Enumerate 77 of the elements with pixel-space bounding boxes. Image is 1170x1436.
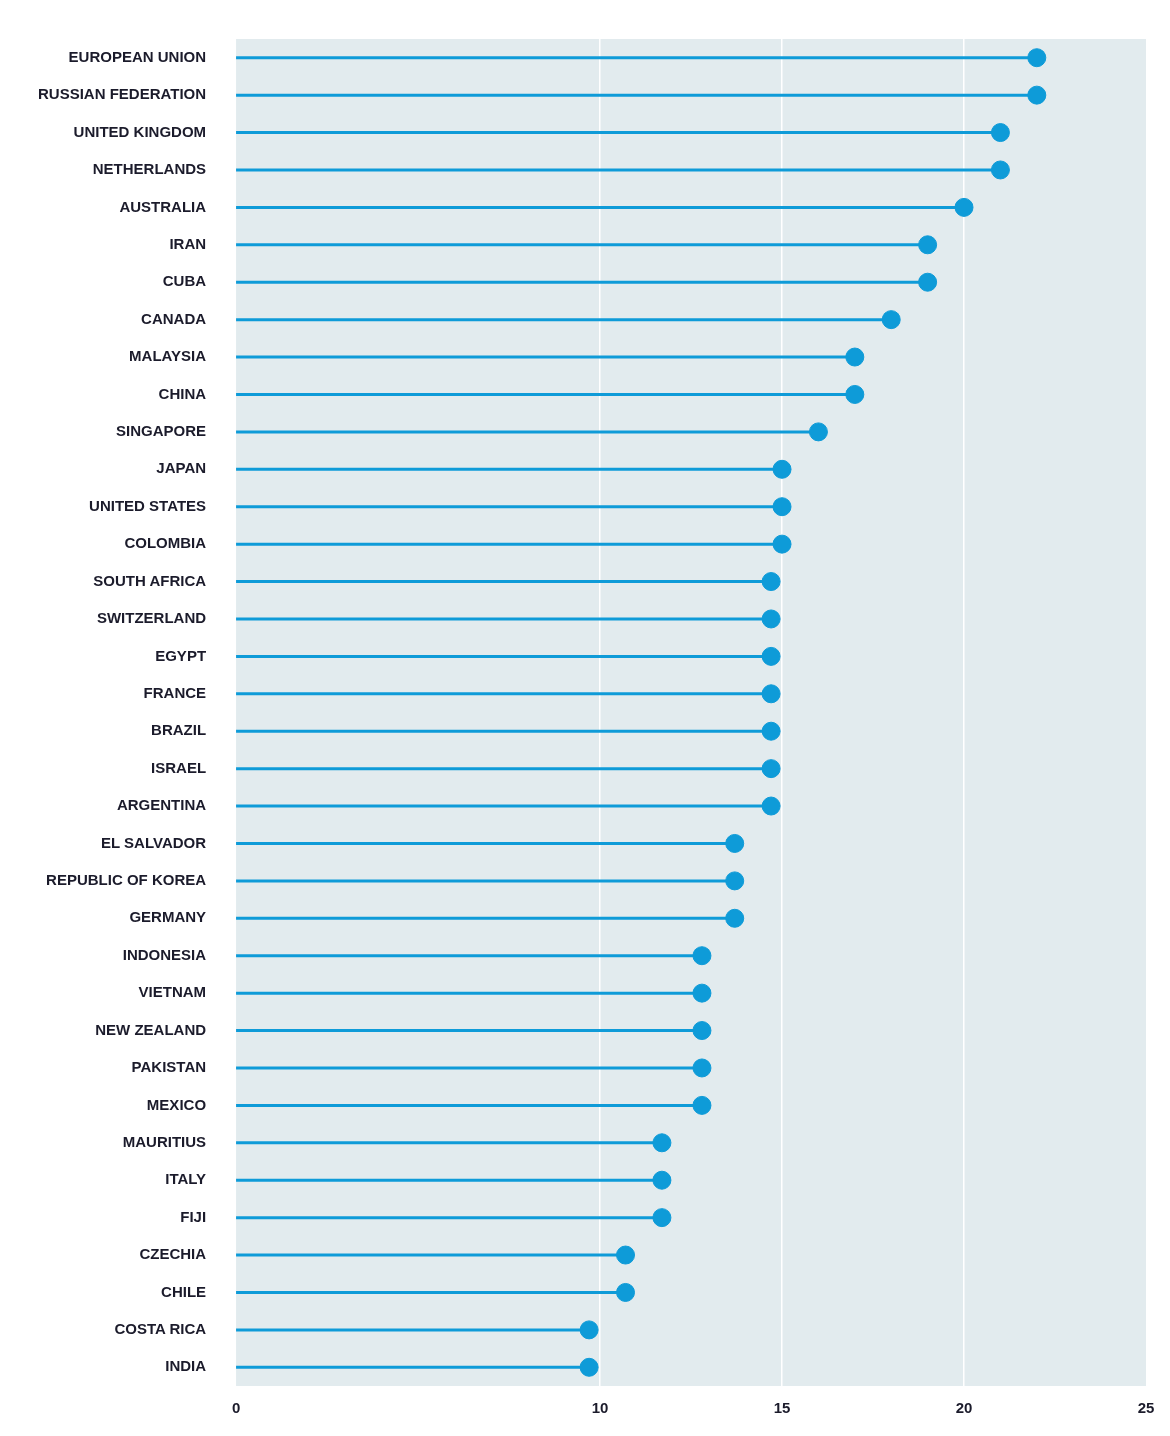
- y-tick-label: PAKISTAN: [131, 1058, 207, 1076]
- y-tick-label: ISRAEL: [151, 758, 207, 776]
- point: [845, 384, 865, 404]
- point: [990, 160, 1010, 180]
- y-tick-label: FIJI: [180, 1207, 207, 1225]
- y-tick-label: EGYPT: [155, 646, 207, 664]
- y-tick-label: INDIA: [165, 1357, 207, 1375]
- point: [579, 1357, 599, 1377]
- y-tick-label: MALAYSIA: [129, 347, 207, 365]
- point: [761, 796, 781, 816]
- y-tick-label: SINGAPORE: [116, 422, 207, 440]
- y-tick-label: RUSSIAN FEDERATION: [38, 85, 207, 103]
- point: [761, 646, 781, 666]
- x-tick-label: 10: [591, 1399, 609, 1417]
- point: [725, 833, 745, 853]
- point: [692, 1021, 712, 1041]
- y-tick-label: SWITZERLAND: [96, 609, 207, 627]
- y-tick-label: UNITED STATES: [89, 496, 207, 514]
- point: [761, 759, 781, 779]
- point: [772, 497, 792, 517]
- y-tick-label: UNITED KINGDOM: [73, 122, 207, 140]
- y-tick-label: MEXICO: [146, 1095, 207, 1113]
- point: [692, 1095, 712, 1115]
- point: [845, 347, 865, 367]
- y-tick-label: NEW ZEALAND: [95, 1020, 207, 1038]
- point: [881, 310, 901, 330]
- y-tick-label: CHINA: [158, 384, 207, 402]
- point: [772, 459, 792, 479]
- y-tick-label: VIETNAM: [138, 983, 207, 1001]
- y-tick-label: CHILE: [161, 1282, 207, 1300]
- x-tick-label: 0: [231, 1399, 241, 1417]
- x-tick-label: 20: [955, 1399, 973, 1417]
- y-tick-label: COLOMBIA: [124, 534, 207, 552]
- y-tick-label: INDONESIA: [122, 945, 207, 963]
- point: [652, 1208, 672, 1228]
- y-tick-label: JAPAN: [156, 459, 207, 477]
- point: [761, 572, 781, 592]
- y-tick-label: ITALY: [165, 1170, 207, 1188]
- point: [761, 721, 781, 741]
- point: [1027, 48, 1047, 68]
- y-tick-label: CUBA: [162, 272, 207, 290]
- y-tick-label: MAURITIUS: [122, 1132, 207, 1150]
- y-tick-label: REPUBLIC OF KOREA: [46, 871, 207, 889]
- point: [616, 1245, 636, 1265]
- point: [692, 946, 712, 966]
- point: [918, 272, 938, 292]
- x-tick-label: 25: [1137, 1399, 1155, 1417]
- point: [652, 1170, 672, 1190]
- point: [954, 197, 974, 217]
- y-tick-label: EUROPEAN UNION: [68, 47, 207, 65]
- point: [1027, 85, 1047, 105]
- x-tick-label: 15: [773, 1399, 791, 1417]
- y-tick-label: IRAN: [169, 234, 207, 252]
- point: [761, 609, 781, 629]
- y-tick-label: ARGENTINA: [116, 796, 207, 814]
- point: [692, 1058, 712, 1078]
- point: [918, 235, 938, 255]
- y-tick-label: COSTA RICA: [114, 1320, 207, 1338]
- point: [652, 1133, 672, 1153]
- y-tick-label: GERMANY: [129, 908, 207, 926]
- point: [990, 123, 1010, 143]
- point: [692, 983, 712, 1003]
- y-tick-label: BRAZIL: [151, 721, 207, 739]
- y-tick-label: CANADA: [141, 309, 207, 327]
- y-tick-label: EL SALVADOR: [101, 833, 207, 851]
- y-tick-label: SOUTH AFRICA: [93, 571, 207, 589]
- y-tick-label: NETHERLANDS: [92, 160, 207, 178]
- point: [808, 422, 828, 442]
- point: [772, 534, 792, 554]
- point: [616, 1282, 636, 1302]
- point: [761, 684, 781, 704]
- point: [725, 871, 745, 891]
- point: [725, 908, 745, 928]
- y-tick-label: CZECHIA: [139, 1245, 207, 1263]
- y-tick-label: AUSTRALIA: [119, 197, 207, 215]
- y-tick-label: FRANCE: [143, 683, 207, 701]
- point: [579, 1320, 599, 1340]
